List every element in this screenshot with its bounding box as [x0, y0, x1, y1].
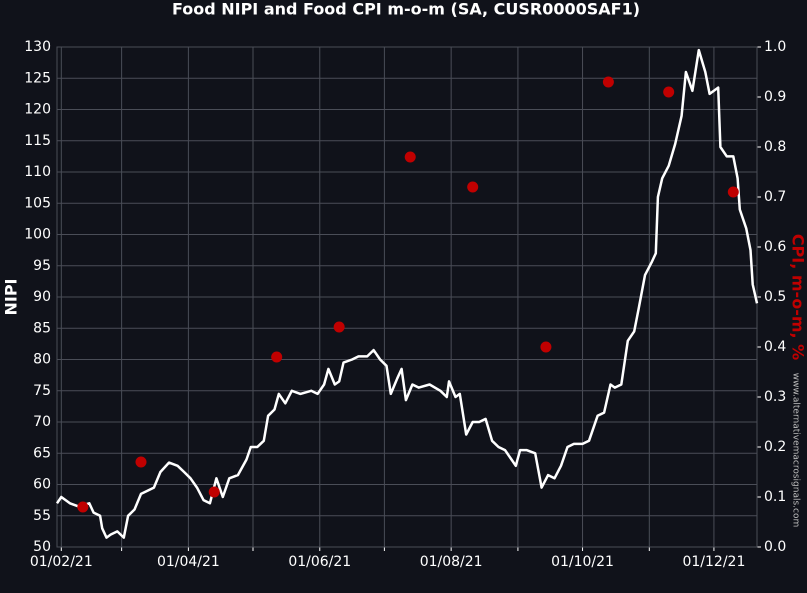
cpi-point	[209, 487, 220, 498]
y-tick-label: 55	[33, 508, 51, 524]
x-tick-label: 01/02/21	[30, 554, 93, 570]
y-tick-label: 115	[24, 133, 51, 149]
x-tick-label: 01/04/21	[157, 554, 220, 570]
x-tick-label: 01/06/21	[288, 554, 351, 570]
y-tick-label: 130	[24, 39, 51, 55]
cpi-point	[540, 342, 551, 353]
y-tick-label: 75	[33, 383, 51, 399]
y-tick-label: 65	[33, 445, 51, 461]
y2-axis-label: CPI, m-o-m, %	[789, 234, 807, 360]
y-tick-label: 100	[24, 227, 51, 243]
watermark: www.alternativemacrosignals.com	[791, 373, 801, 528]
chart-title: Food NIPI and Food CPI m-o-m (SA, CUSR00…	[172, 0, 640, 19]
cpi-point	[728, 187, 739, 198]
cpi-point	[271, 352, 282, 363]
y-tick-label: 110	[24, 164, 51, 180]
y-tick-label: 70	[33, 414, 51, 430]
y-tick-label: 50	[33, 539, 51, 555]
cpi-point	[663, 87, 674, 98]
cpi-point	[467, 182, 478, 193]
y-tick-label: 85	[33, 320, 51, 336]
y-tick-label: 95	[33, 258, 51, 274]
y-axis-label: NIPI	[2, 278, 21, 315]
y2-tick-label: 0.4	[764, 339, 786, 355]
cpi-point	[136, 457, 147, 468]
y2-tick-label: 0.2	[764, 439, 786, 455]
y2-tick-label: 0.7	[764, 189, 786, 205]
cpi-point	[77, 502, 88, 513]
x-tick-label: 01/08/21	[420, 554, 483, 570]
y2-tick-label: 0.1	[764, 489, 786, 505]
y2-tick-label: 0.8	[764, 139, 786, 155]
y2-tick-label: 0.9	[764, 89, 786, 105]
y2-tick-label: 0.3	[764, 389, 786, 405]
cpi-point	[405, 152, 416, 163]
y-tick-label: 125	[24, 70, 51, 86]
y2-tick-label: 0.6	[764, 239, 786, 255]
y2-tick-label: 0.0	[764, 539, 786, 555]
y-tick-label: 90	[33, 289, 51, 305]
cpi-point	[603, 77, 614, 88]
x-tick-label: 01/10/21	[551, 554, 614, 570]
cpi-point	[334, 322, 345, 333]
x-tick-label: 01/12/21	[682, 554, 745, 570]
y-tick-label: 105	[24, 195, 51, 211]
y-tick-label: 120	[24, 102, 51, 118]
y2-tick-label: 0.5	[764, 289, 786, 305]
y-tick-label: 80	[33, 352, 51, 368]
y-tick-label: 60	[33, 477, 51, 493]
y2-tick-label: 1.0	[764, 39, 786, 55]
